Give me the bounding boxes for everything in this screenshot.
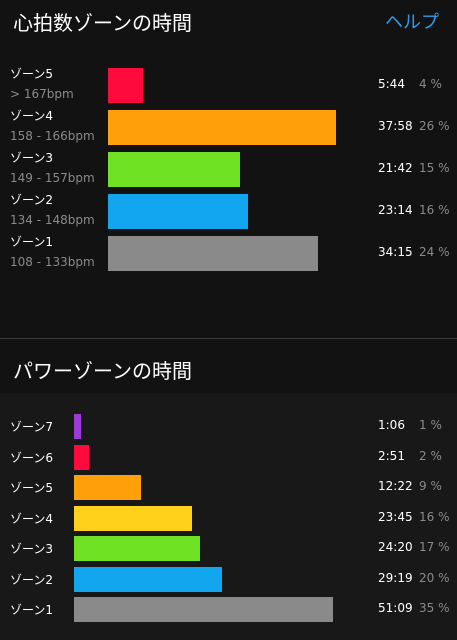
zone-bar [74, 475, 141, 500]
zone-percent: 16 % [419, 203, 450, 217]
zone-time: 21:42 [378, 161, 413, 175]
heart-rate-zone-row: ゾーン1 108 - 133bpm 34:15 24 % [0, 235, 457, 271]
zone-time: 34:15 [378, 245, 413, 259]
power-zone-row: ゾーン4 23:45 16 % [0, 506, 457, 531]
zone-time: 29:19 [378, 571, 413, 585]
zone-bar [74, 414, 81, 439]
zone-bar [74, 536, 200, 561]
zone-label: ゾーン5 [10, 481, 54, 495]
zone-bpm-range: 134 - 148bpm [10, 213, 95, 227]
zone-time: 51:09 [378, 601, 413, 615]
heart-rate-zone-row: ゾーン4 158 - 166bpm 37:58 26 % [0, 109, 457, 145]
zone-bar [74, 567, 222, 592]
zone-label: ゾーン2 [10, 193, 54, 207]
zone-time: 23:14 [378, 203, 413, 217]
zone-bar [108, 152, 240, 187]
heart-rate-zone-row: ゾーン5 > 167bpm 5:44 4 % [0, 67, 457, 103]
zone-time: 24:20 [378, 540, 413, 554]
zone-time: 12:22 [378, 479, 413, 493]
zone-label: ゾーン1 [10, 235, 54, 249]
zone-label: ゾーン2 [10, 573, 54, 587]
zone-label: ゾーン4 [10, 109, 54, 123]
zone-bpm-range: 149 - 157bpm [10, 171, 95, 185]
zone-percent: 24 % [419, 245, 450, 259]
zone-percent: 9 % [419, 479, 442, 493]
power-zone-row: ゾーン6 2:51 2 % [0, 445, 457, 470]
power-header: パワーゾーンの時間 [0, 339, 457, 393]
power-zone-row: ゾーン3 24:20 17 % [0, 536, 457, 561]
zone-label: ゾーン4 [10, 512, 54, 526]
zone-label: ゾーン5 [10, 67, 54, 81]
zone-time: 37:58 [378, 119, 413, 133]
zone-bpm-range: > 167bpm [10, 87, 74, 101]
section-divider [0, 338, 457, 339]
heart-rate-zone-row: ゾーン2 134 - 148bpm 23:14 16 % [0, 193, 457, 229]
power-title: パワーゾーンの時間 [13, 359, 192, 383]
zone-percent: 2 % [419, 449, 442, 463]
zone-label: ゾーン1 [10, 603, 54, 617]
zone-percent: 16 % [419, 510, 450, 524]
zone-percent: 35 % [419, 601, 450, 615]
zone-percent: 1 % [419, 418, 442, 432]
power-zone-row: ゾーン5 12:22 9 % [0, 475, 457, 500]
zone-percent: 15 % [419, 161, 450, 175]
heart-rate-title: 心拍数ゾーンの時間 [13, 11, 192, 35]
zone-percent: 20 % [419, 571, 450, 585]
zone-time: 23:45 [378, 510, 413, 524]
zone-bar [108, 194, 248, 229]
heart-rate-zone-row: ゾーン3 149 - 157bpm 21:42 15 % [0, 151, 457, 187]
zone-bar [74, 506, 192, 531]
zone-bar [108, 110, 336, 145]
zone-bpm-range: 158 - 166bpm [10, 129, 95, 143]
power-zone-row: ゾーン2 29:19 20 % [0, 567, 457, 592]
zone-bar [74, 445, 89, 470]
zone-time: 1:06 [378, 418, 405, 432]
zone-percent: 4 % [419, 77, 442, 91]
zone-time: 5:44 [378, 77, 405, 91]
zone-percent: 17 % [419, 540, 450, 554]
zone-label: ゾーン7 [10, 420, 54, 434]
zone-label: ゾーン3 [10, 151, 54, 165]
help-link[interactable]: ヘルプ [385, 12, 439, 33]
zone-label: ゾーン6 [10, 451, 54, 465]
zone-bar [108, 68, 143, 103]
zone-bpm-range: 108 - 133bpm [10, 255, 95, 269]
power-zone-row: ゾーン1 51:09 35 % [0, 597, 457, 622]
power-zone-row: ゾーン7 1:06 1 % [0, 414, 457, 439]
zone-time: 2:51 [378, 449, 405, 463]
zone-bar [108, 236, 318, 271]
zone-label: ゾーン3 [10, 542, 54, 556]
zone-percent: 26 % [419, 119, 450, 133]
heart-rate-header: 心拍数ゾーンの時間 ヘルプ [0, 0, 457, 40]
zone-bar [74, 597, 333, 622]
